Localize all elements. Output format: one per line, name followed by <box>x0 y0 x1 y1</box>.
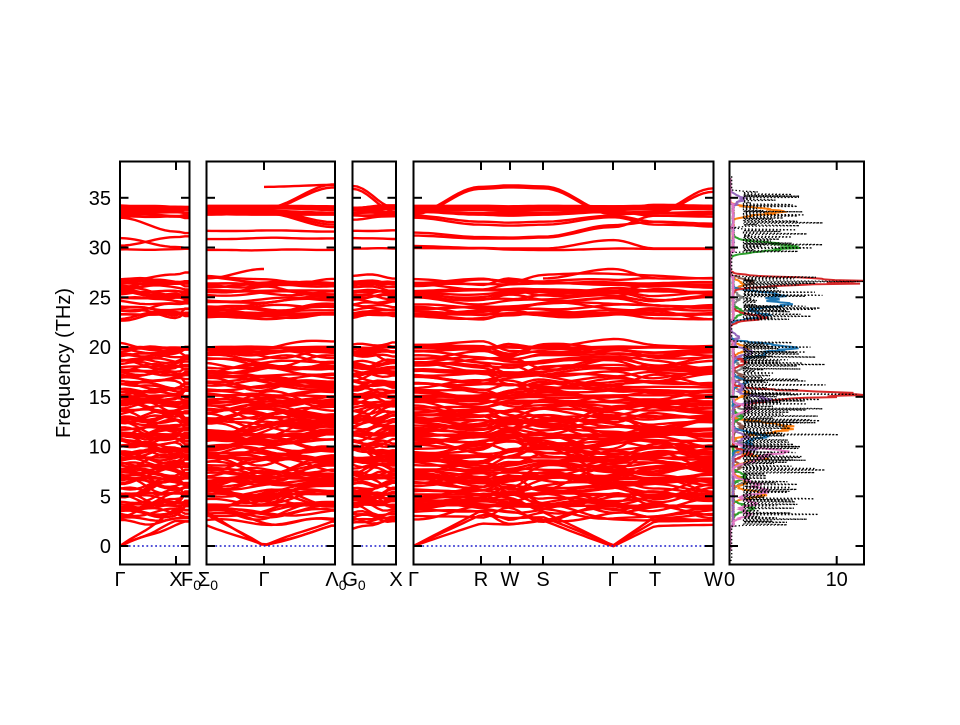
svg-text:Γ: Γ <box>607 569 618 591</box>
svg-text:X: X <box>169 569 182 591</box>
svg-text:0: 0 <box>724 569 735 591</box>
svg-text:35: 35 <box>89 188 111 210</box>
svg-text:Γ: Γ <box>258 569 269 591</box>
svg-text:10: 10 <box>826 569 848 591</box>
svg-text:X: X <box>389 569 402 591</box>
svg-text:Γ: Γ <box>114 569 125 591</box>
svg-text:Frequency (THz): Frequency (THz) <box>53 288 75 438</box>
svg-text:5: 5 <box>100 486 111 508</box>
svg-text:W: W <box>704 569 723 591</box>
svg-text:10: 10 <box>89 437 111 459</box>
svg-text:25: 25 <box>89 287 111 309</box>
svg-text:R: R <box>474 569 488 591</box>
svg-text:S: S <box>536 569 549 591</box>
svg-text:T: T <box>649 569 661 591</box>
svg-text:0: 0 <box>100 536 111 558</box>
svg-text:30: 30 <box>89 238 111 260</box>
svg-text:Γ: Γ <box>408 569 419 591</box>
svg-text:15: 15 <box>89 387 111 409</box>
svg-text:W: W <box>501 569 520 591</box>
svg-text:20: 20 <box>89 337 111 359</box>
